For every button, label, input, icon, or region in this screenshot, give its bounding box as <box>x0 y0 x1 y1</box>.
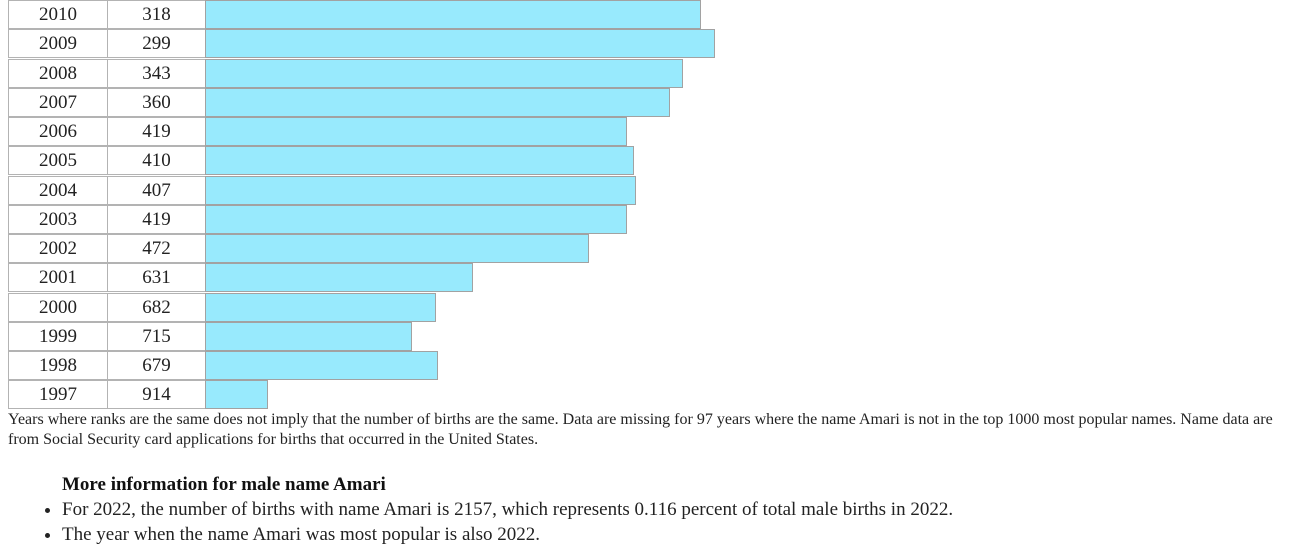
rank-label: 318 <box>107 0 206 29</box>
chart-row: 1997 914 <box>8 380 998 410</box>
chart-row: 2002 472 <box>8 234 998 263</box>
year-label: 2010 <box>8 0 108 29</box>
chart-row: 1998 679 <box>8 351 998 380</box>
rank-label: 914 <box>107 380 206 410</box>
rank-label: 407 <box>107 175 206 205</box>
rank-label: 410 <box>107 146 206 176</box>
rank-bar <box>205 117 628 146</box>
year-label: 2002 <box>8 234 108 263</box>
rank-bar <box>205 146 634 176</box>
chart-row: 2004 407 <box>8 175 998 205</box>
rank-bar <box>205 351 439 380</box>
more-info-list: For 2022, the number of births with name… <box>0 497 953 547</box>
rank-bar <box>205 292 437 322</box>
rank-label: 715 <box>107 321 206 351</box>
year-label: 2005 <box>8 146 108 176</box>
rank-bar <box>205 204 628 234</box>
year-label: 2000 <box>8 292 108 322</box>
chart-row: 2006 419 <box>8 117 998 146</box>
chart-row: 1999 715 <box>8 321 998 351</box>
rank-bar <box>205 87 671 117</box>
year-label: 1999 <box>8 321 108 351</box>
year-label: 2009 <box>8 29 108 59</box>
chart-row: 2008 343 <box>8 58 998 88</box>
rank-bar <box>205 175 637 205</box>
rank-bar <box>205 263 474 293</box>
more-info-heading: More information for male name Amari <box>62 474 386 495</box>
info-item-births: For 2022, the number of births with name… <box>62 497 953 522</box>
chart-row: 2003 419 <box>8 204 998 234</box>
chart-row: 2010 318 <box>8 0 998 29</box>
rank-label: 679 <box>107 351 206 380</box>
rank-label: 631 <box>107 263 206 293</box>
rank-label: 343 <box>107 58 206 88</box>
chart-row: 2007 360 <box>8 87 998 117</box>
year-label: 1998 <box>8 351 108 380</box>
year-label: 2004 <box>8 175 108 205</box>
year-label: 2007 <box>8 87 108 117</box>
chart-row: 2001 631 <box>8 263 998 293</box>
rank-bar <box>205 58 683 88</box>
info-item-most-popular: The year when the name Amari was most po… <box>62 522 953 547</box>
footnote: Years where ranks are the same does not … <box>8 411 1273 448</box>
rank-bar <box>205 29 715 59</box>
rank-bar <box>205 380 268 410</box>
rank-label: 360 <box>107 87 206 117</box>
rank-label: 472 <box>107 234 206 263</box>
rank-label: 419 <box>107 204 206 234</box>
rank-bar <box>205 321 413 351</box>
year-label: 2008 <box>8 58 108 88</box>
rank-bar <box>205 234 589 263</box>
rank-label: 682 <box>107 292 206 322</box>
rank-bar-chart: 2010 318 2009 299 2008 343 2007 360 2006 419 2005 4… <box>8 0 1008 410</box>
rank-label: 419 <box>107 117 206 146</box>
rank-label: 299 <box>107 29 206 59</box>
chart-row: 2000 682 <box>8 292 998 322</box>
year-label: 1997 <box>8 380 108 410</box>
chart-row: 2005 410 <box>8 146 998 176</box>
year-label: 2006 <box>8 117 108 146</box>
year-label: 2003 <box>8 204 108 234</box>
chart-row: 2009 299 <box>8 29 998 59</box>
year-label: 2001 <box>8 263 108 293</box>
rank-bar <box>205 0 701 29</box>
